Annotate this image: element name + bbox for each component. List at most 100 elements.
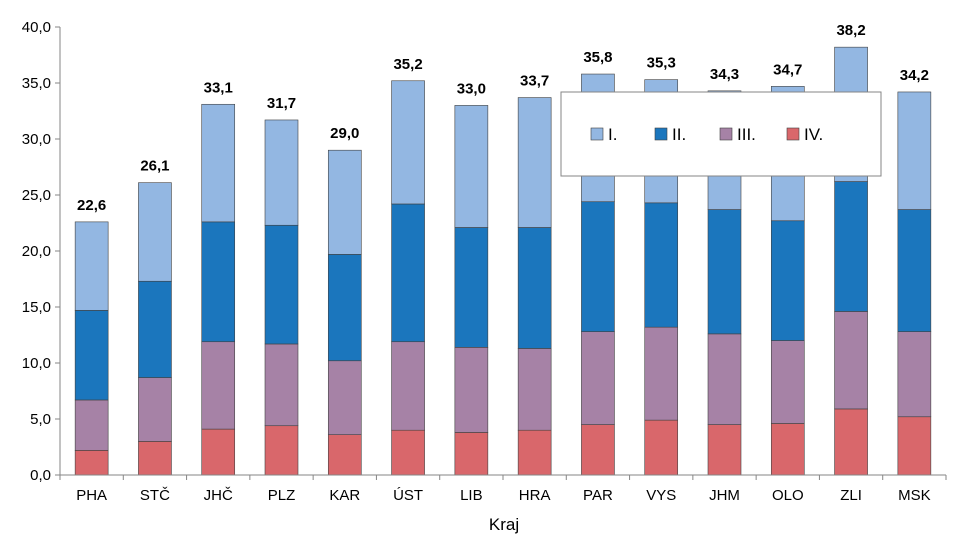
bar-segment-i	[327, 149, 362, 255]
total-label: 31,7	[267, 95, 296, 112]
bar-segment-iii	[201, 341, 236, 430]
bar-segment-iv	[770, 423, 805, 476]
total-label: 33,1	[204, 79, 233, 96]
y-axis: 0,0 5,0 10,0 15,0 20,0 25,0 30,0 35,0 40,0	[22, 19, 61, 484]
y-tick-label: 20,0	[22, 243, 51, 260]
bar-segment-ii	[138, 280, 172, 378]
bar-segment-iii	[581, 331, 615, 425]
bar-segment-iv	[327, 434, 362, 476]
bar-segment-iii	[327, 360, 362, 435]
bar-segment-i	[74, 221, 109, 311]
legend-label: I.	[608, 125, 617, 144]
x-tick-label: HRA	[519, 487, 551, 504]
legend-swatch	[786, 127, 800, 141]
x-tick-label: LIB	[460, 487, 483, 504]
legend: I. II. III. IV.	[560, 91, 882, 177]
total-labels: 22,6 26,1 33,1 31,7 29,0 35,2 33,0 33,7 35,8 35,3…	[77, 22, 929, 214]
bar-segment-iv	[897, 416, 932, 476]
total-label: 38,2	[836, 22, 865, 39]
bar-segment-i	[517, 97, 552, 228]
x-tick-label: MSK	[898, 487, 931, 504]
bar-segment-iv	[581, 424, 615, 476]
y-tick-label: 15,0	[22, 299, 51, 316]
bar-segment-ii	[644, 202, 679, 328]
bar-segment-iii	[454, 347, 489, 433]
bar-segment-iv	[454, 432, 489, 476]
y-tick-label: 35,0	[22, 75, 51, 92]
bar-segment-ii	[201, 221, 236, 343]
x-tick-label: JHČ	[204, 487, 233, 504]
bar-segment-i	[454, 105, 489, 228]
bar-segment-i	[201, 103, 236, 223]
x-tick-label: STČ	[140, 487, 170, 504]
legend-swatch	[654, 127, 668, 141]
total-label: 34,7	[773, 61, 802, 78]
bar-segment-ii	[834, 181, 868, 312]
x-tick-label: PHA	[76, 487, 107, 504]
bar-segment-iii	[770, 340, 805, 424]
bar-segment-iv	[644, 419, 679, 476]
bar-segment-iv	[74, 450, 109, 476]
bar-segment-ii	[391, 203, 425, 343]
bar-segment-iii	[834, 311, 868, 410]
bar-segment-ii	[897, 209, 932, 332]
total-label: 34,3	[710, 66, 739, 83]
legend-label: III.	[737, 125, 756, 144]
bar-segment-iv	[201, 428, 236, 476]
x-tick-label: KAR	[329, 487, 360, 504]
bar-segment-ii	[74, 310, 109, 401]
x-tick-label: JHM	[709, 487, 740, 504]
bar-segment-iv	[517, 429, 552, 476]
total-label: 34,2	[900, 67, 929, 84]
bar-segment-iii	[707, 333, 742, 425]
total-label: 22,6	[77, 197, 106, 214]
total-label: 33,0	[457, 80, 486, 97]
x-tick-label: OLO	[772, 487, 804, 504]
total-label: 35,8	[583, 49, 612, 66]
y-tick-label: 30,0	[22, 131, 51, 148]
x-tick-label: PLZ	[268, 487, 296, 504]
bar-segment-ii	[517, 227, 552, 349]
y-tick-label: 0,0	[30, 467, 51, 484]
bar-segment-iv	[834, 408, 868, 476]
bar-segment-i	[138, 182, 172, 282]
y-tick-label: 25,0	[22, 187, 51, 204]
y-tick-label: 5,0	[30, 411, 51, 428]
x-tick-label: VYS	[646, 487, 676, 504]
x-tick-label: ZLI	[840, 487, 862, 504]
bar-segment-iv	[707, 424, 742, 476]
total-label: 29,0	[330, 125, 359, 142]
bar-segment-i	[264, 119, 299, 226]
bar-segment-i	[897, 91, 932, 210]
total-label: 35,2	[393, 56, 422, 73]
bar-segment-iii	[74, 399, 109, 451]
bar-segment-ii	[454, 227, 489, 348]
bar-segment-iii	[138, 377, 172, 442]
legend-swatch	[719, 127, 733, 141]
x-axis-title: Kraj	[489, 515, 519, 534]
total-label: 35,3	[647, 55, 676, 72]
bar-segment-ii	[327, 254, 362, 362]
bar-segment-ii	[581, 201, 615, 332]
bar-segment-iii	[897, 331, 932, 418]
legend-label: IV.	[804, 125, 823, 144]
bar-segment-iii	[644, 326, 679, 421]
legend-label: II.	[672, 125, 686, 144]
bar-segment-ii	[264, 224, 299, 345]
x-tick-label: ÚST	[393, 487, 423, 504]
legend-swatch	[590, 127, 604, 141]
x-axis: PHA STČ JHČ PLZ KAR ÚST LIB HRA PAR VYS JHM OLO ZLI M…	[59, 474, 947, 504]
bar-segment-ii	[770, 220, 805, 341]
total-label: 33,7	[520, 73, 549, 90]
bar-segment-iii	[264, 343, 299, 427]
bar-segment-iv	[391, 429, 425, 476]
y-tick-label: 40,0	[22, 19, 51, 36]
bar-segment-iv	[138, 441, 172, 476]
bar-segment-iv	[264, 425, 299, 476]
total-label: 26,1	[140, 158, 169, 175]
x-tick-label: PAR	[583, 487, 613, 504]
y-tick-label: 10,0	[22, 355, 51, 372]
bar-segment-ii	[707, 209, 742, 335]
bar-segment-iii	[517, 348, 552, 431]
